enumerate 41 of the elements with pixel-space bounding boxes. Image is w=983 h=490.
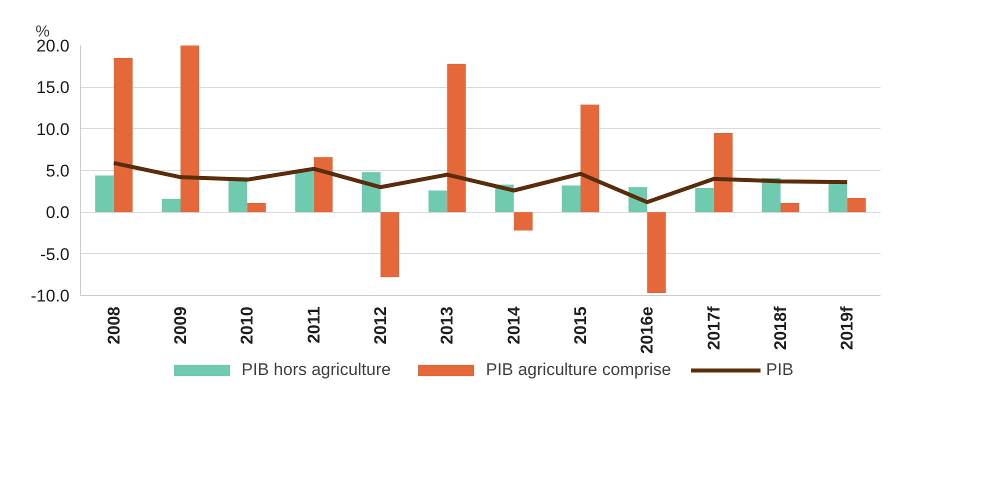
bar [780,203,800,212]
legend-label: PIB hors agriculture [242,360,391,380]
bar [714,133,732,212]
bar [114,58,132,212]
bar [295,170,314,212]
x-tick-label: 2009 [171,306,190,344]
x-tick-label: 2013 [438,306,457,344]
x-tick-label: 2016e [638,306,657,354]
bar [447,64,466,212]
y-tick-label: -5.0 [40,244,70,264]
x-tick-label: 2008 [104,306,124,344]
bar [428,190,448,212]
x-tick-label: 2012 [371,306,390,344]
bar [247,203,266,212]
legend-label: PIB agriculture comprise [486,360,672,380]
y-tick-label: 0.0 [46,203,70,222]
y-tick-label: 5.0 [46,162,70,180]
bar [847,198,866,212]
bar [380,212,400,278]
x-tick-label: 2010 [238,306,257,344]
x-tick-label: 2015 [571,306,590,344]
x-tick-label: 2011 [304,306,324,344]
bar [180,46,200,212]
line-series [112,161,850,204]
x-tick-label: 2019f [838,306,857,350]
bar [828,183,848,212]
x-tick-label: 2014 [504,306,524,344]
legend-label: PIB [766,360,794,380]
bar [647,212,666,293]
bar [314,157,332,212]
y-tick-label: 10.0 [36,120,70,139]
bar [514,212,532,230]
bar [162,198,180,212]
bar [580,104,600,212]
x-tick-label: 2018f [771,306,790,350]
bar [95,176,114,212]
x-tick-label: 2017f [704,306,724,350]
y-tick-label: -10.0 [30,286,70,306]
y-tick-label: 15.0 [36,78,70,98]
bar [695,188,714,212]
bar [562,186,580,212]
